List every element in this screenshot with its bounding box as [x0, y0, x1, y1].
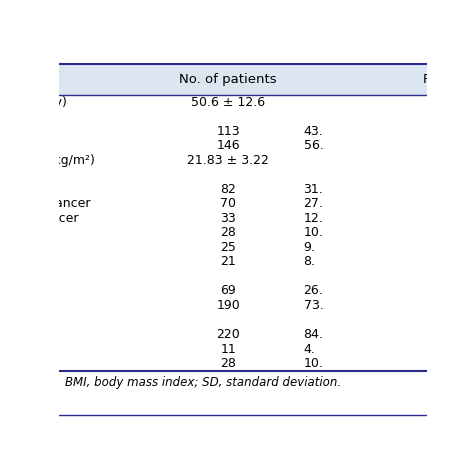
Text: 84.: 84. [303, 328, 323, 341]
Text: No. of patients: No. of patients [180, 73, 277, 86]
Text: 113: 113 [217, 125, 240, 138]
Text: 8.: 8. [303, 255, 316, 268]
Text: Treatments: Treatments [0, 313, 7, 327]
Text: Lung cancer: Lung cancer [0, 183, 13, 196]
Text: 12.: 12. [303, 212, 323, 225]
Text: Palliative care: Palliative care [0, 357, 24, 370]
Text: 26.: 26. [303, 284, 323, 298]
Text: Head/neck cancer: Head/neck cancer [0, 227, 50, 239]
Text: Lymphoma: Lymphoma [0, 241, 5, 254]
Text: 21.83 ± 3.22: 21.83 ± 3.22 [187, 154, 269, 167]
Text: 28: 28 [220, 357, 236, 370]
Text: Chemotherapy: Chemotherapy [0, 328, 29, 341]
Text: Percent: Percent [423, 73, 474, 86]
Text: 50.6 ± 12.6: 50.6 ± 12.6 [191, 96, 265, 109]
Text: BMI (mean ± SD) (kg/m²): BMI (mean ± SD) (kg/m²) [0, 154, 95, 167]
Text: Gynaecological cancer: Gynaecological cancer [0, 212, 79, 225]
Text: 31.: 31. [303, 183, 323, 196]
Text: 25: 25 [220, 241, 236, 254]
Text: 56.: 56. [303, 139, 323, 153]
Text: 4.: 4. [303, 343, 315, 356]
Text: BMI, body mass index; SD, standard deviation.: BMI, body mass index; SD, standard devia… [65, 376, 341, 389]
Text: Tumour stages: Tumour stages [0, 270, 28, 283]
Text: 190: 190 [216, 299, 240, 312]
Text: 146: 146 [217, 139, 240, 153]
Text: 11: 11 [220, 343, 236, 356]
Bar [0, 64, 427, 95]
Text: 27.: 27. [303, 198, 323, 210]
Text: 28: 28 [220, 227, 236, 239]
Text: 9.: 9. [303, 241, 315, 254]
Text: 10.: 10. [303, 357, 323, 370]
Text: 70: 70 [220, 198, 236, 210]
Text: Radiotherapy: Radiotherapy [0, 343, 20, 356]
Text: Age (mean ± SD) (y): Age (mean ± SD) (y) [0, 96, 67, 109]
Text: 73.: 73. [303, 299, 323, 312]
Text: 33: 33 [220, 212, 236, 225]
Text: 220: 220 [216, 328, 240, 341]
Text: 43.: 43. [303, 125, 323, 138]
Text: 82: 82 [220, 183, 236, 196]
Text: Tumour types: Tumour types [0, 168, 21, 182]
Text: 10.: 10. [303, 227, 323, 239]
Text: 69: 69 [220, 284, 236, 298]
Text: 21: 21 [220, 255, 236, 268]
Text: Digestive system cancer: Digestive system cancer [0, 198, 91, 210]
